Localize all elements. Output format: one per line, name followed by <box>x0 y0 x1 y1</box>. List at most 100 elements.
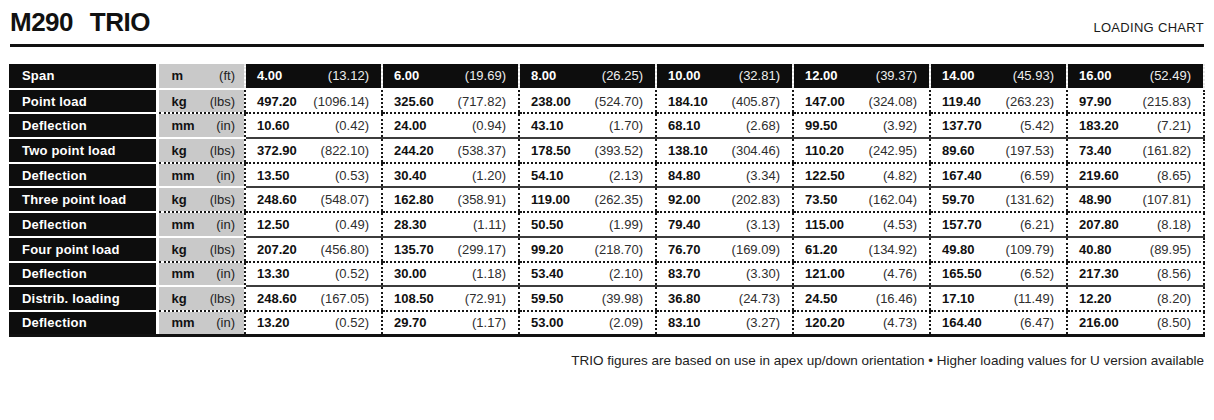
imperial-value: (405.87) <box>732 94 780 109</box>
metric-value: 147.00 <box>805 94 845 109</box>
value-cell: 248.60(548.07) <box>245 187 382 212</box>
imperial-value: (242.95) <box>869 143 917 158</box>
row-unit: mm (in) <box>157 311 245 336</box>
imperial-value: (26.25) <box>602 68 643 83</box>
metric-value: 8.00 <box>531 68 556 83</box>
metric-value: 216.00 <box>1079 315 1119 330</box>
imperial-value: (3.34) <box>746 168 780 183</box>
value-cell: 110.20(242.95) <box>793 138 930 163</box>
metric-value: 108.50 <box>394 291 434 306</box>
imperial-value: (393.52) <box>595 143 643 158</box>
table-row: Deflection mm (in) 13.20(0.52)29.70(1.17… <box>9 311 1204 336</box>
value-cell: 138.10(304.46) <box>656 138 793 163</box>
imperial-value: (1.17) <box>472 315 506 330</box>
value-cell: 73.40(161.82) <box>1067 138 1204 163</box>
row-unit: kg (lbs) <box>157 237 245 262</box>
metric-value: 17.10 <box>942 291 975 306</box>
value-cell: 121.00(4.76) <box>793 262 930 287</box>
value-cell: 12.00(39.37) <box>793 64 930 89</box>
value-cell: 216.00 (8.50) <box>1067 311 1204 336</box>
metric-value: 119.40 <box>942 94 981 109</box>
value-cell: 119.40(263.23) <box>930 89 1067 114</box>
row-label: Point load <box>9 89 157 114</box>
metric-value: 59.70 <box>942 192 975 207</box>
imperial-value: (717.82) <box>458 94 506 109</box>
metric-value: 13.30 <box>257 266 290 281</box>
value-cell: 184.10 (405.87) <box>656 89 793 114</box>
imperial-value: (538.37) <box>458 143 506 158</box>
table-row: Three point load kg (lbs) 248.60(548.07)… <box>9 187 1204 212</box>
imperial-value: (5.42) <box>1020 118 1054 133</box>
imperial-value: (8.50) <box>1157 315 1191 330</box>
metric-value: 43.10 <box>531 118 564 133</box>
value-cell: 13.20(0.52) <box>245 311 382 336</box>
imperial-value: (8.65) <box>1157 168 1191 183</box>
imperial-value: (4.76) <box>883 266 917 281</box>
imperial-value: (6.59) <box>1020 168 1054 183</box>
value-cell: 17.10(11.49) <box>930 286 1067 311</box>
row-label: Deflection <box>9 311 157 336</box>
metric-value: 99.50 <box>805 118 838 133</box>
value-cell: 59.70(131.62) <box>930 187 1067 212</box>
value-cell: 108.50(72.91) <box>382 286 519 311</box>
loading-chart-table: Span m (ft) 4.00(13.12)6.00(19.69)8.00(2… <box>9 64 1205 337</box>
imperial-value: (52.49) <box>1150 68 1191 83</box>
imperial-value: (6.47) <box>1020 315 1054 330</box>
imperial-value: (218.70) <box>595 242 643 257</box>
metric-value: 12.50 <box>257 217 290 232</box>
value-cell: 6.00(19.69) <box>382 64 519 89</box>
unit-imperial: (lbs) <box>210 192 235 207</box>
metric-value: 16.00 <box>1079 68 1112 83</box>
value-cell: 162.80(358.91) <box>382 187 519 212</box>
imperial-value: (4.82) <box>883 168 917 183</box>
value-cell: 53.40(2.10) <box>519 262 656 287</box>
metric-value: 207.80 <box>1079 217 1119 232</box>
imperial-value: (109.79) <box>1006 242 1054 257</box>
header-divider <box>10 44 1204 47</box>
metric-value: 24.00 <box>394 118 427 133</box>
imperial-value: (215.83) <box>1143 94 1191 109</box>
imperial-value: (0.52) <box>335 315 369 330</box>
unit-metric: kg <box>172 242 187 257</box>
imperial-value: (45.93) <box>1013 68 1054 83</box>
metric-value: 184.10 <box>668 94 708 109</box>
metric-value: 207.20 <box>257 242 297 257</box>
value-cell: 167.40(6.59) <box>930 163 1067 188</box>
value-cell: 83.10(3.27) <box>656 311 793 336</box>
metric-value: 164.40 <box>942 315 982 330</box>
imperial-value: (0.42) <box>335 118 369 133</box>
metric-value: 76.70 <box>668 242 701 257</box>
value-cell: 10.60(0.42) <box>245 113 382 138</box>
value-cell: 178.50(393.52) <box>519 138 656 163</box>
unit-metric: mm <box>172 315 195 330</box>
metric-value: 59.50 <box>531 291 564 306</box>
value-cell: 53.00(2.09) <box>519 311 656 336</box>
metric-value: 244.20 <box>394 143 434 158</box>
metric-value: 115.00 <box>805 217 844 232</box>
row-unit: kg (lbs) <box>157 286 245 311</box>
row-unit: mm (in) <box>157 113 245 138</box>
metric-value: 138.10 <box>668 143 708 158</box>
value-cell: 207.20(456.80) <box>245 237 382 262</box>
metric-value: 92.00 <box>668 192 701 207</box>
imperial-value: (1.99) <box>609 217 643 232</box>
imperial-value: (3.27) <box>746 315 780 330</box>
imperial-value: (167.05) <box>321 291 369 306</box>
row-label: Three point load <box>9 187 157 212</box>
unit-imperial: (in) <box>216 315 235 330</box>
unit-imperial: (lbs) <box>210 242 235 257</box>
value-cell: 14.00 (45.93) <box>930 64 1067 89</box>
value-cell: 8.00 (26.25) <box>519 64 656 89</box>
metric-value: 28.30 <box>394 217 427 232</box>
metric-value: 84.80 <box>668 168 701 183</box>
unit-imperial: (in) <box>216 168 235 183</box>
metric-value: 24.50 <box>805 291 838 306</box>
imperial-value: (24.73) <box>739 291 780 306</box>
imperial-value: (0.53) <box>335 168 369 183</box>
metric-value: 135.70 <box>394 242 434 257</box>
value-cell: 217.30(8.56) <box>1067 262 1204 287</box>
imperial-value: (3.13) <box>746 217 780 232</box>
imperial-value: (358.91) <box>458 192 506 207</box>
metric-value: 14.00 <box>942 68 975 83</box>
value-cell: 73.50(162.04) <box>793 187 930 212</box>
